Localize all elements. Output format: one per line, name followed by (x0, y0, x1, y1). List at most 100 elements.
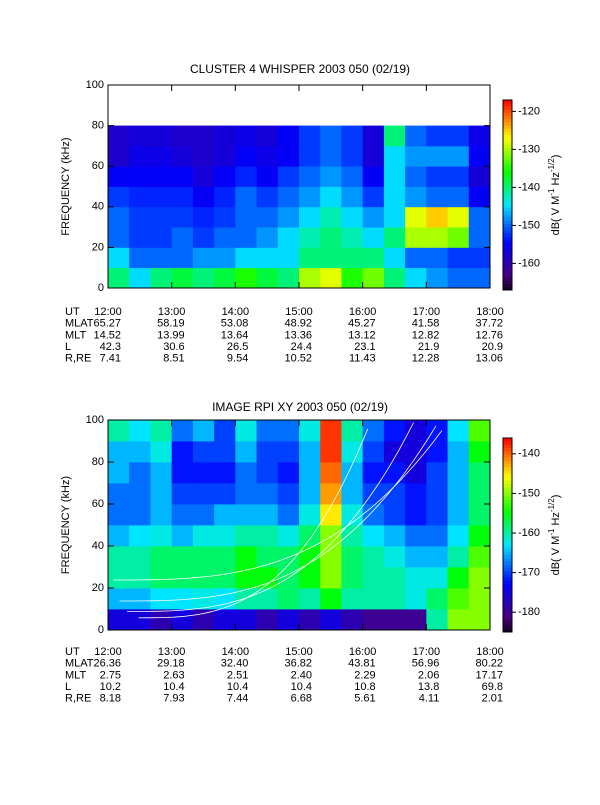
heatmap-cell (235, 166, 257, 187)
colorbar-tick-label: -120 (518, 105, 540, 117)
heatmap-cell (426, 567, 448, 589)
heatmap-cell (129, 420, 151, 442)
colorbar-swatch (503, 512, 512, 516)
heatmap-cell (192, 186, 215, 208)
colorbar-label-part: ) (550, 495, 562, 499)
colorbar-swatch (503, 239, 512, 243)
colorbar-swatch (503, 483, 512, 487)
heatmap-cell (447, 567, 470, 589)
colorbar-swatch (503, 217, 512, 221)
heatmap-cell (171, 441, 194, 463)
heatmap-cell (299, 609, 321, 631)
heatmap-cell (405, 462, 427, 484)
heatmap-cell (383, 525, 406, 547)
ephemeris-value: 10.4 (163, 681, 184, 693)
x-tick-label: 12:00 (94, 306, 122, 318)
heatmap-cell (256, 567, 279, 589)
heatmap-cell (299, 145, 321, 167)
heatmap-cell (468, 462, 491, 484)
ephemeris-value: 20.9 (482, 341, 503, 353)
colorbar-tick-label: -150 (518, 219, 540, 231)
heatmap-cell (468, 441, 491, 463)
heatmap-cell (405, 441, 427, 463)
colorbar-swatch (503, 541, 512, 546)
heatmap-cell (426, 588, 448, 610)
ephemeris-value: 2.51 (227, 669, 248, 681)
ephemeris-value: 2.29 (354, 669, 375, 681)
ephemeris-value: 11.43 (349, 353, 376, 365)
colorbar-swatch (503, 535, 512, 539)
heatmap-cell (256, 125, 279, 147)
ephemeris-label: MLAT (65, 658, 94, 670)
heatmap-cell (214, 420, 236, 442)
heatmap-cell (277, 609, 300, 631)
heatmap-cell (341, 609, 364, 631)
heatmap-cell (214, 546, 236, 568)
heatmap-cell (108, 267, 130, 289)
heatmap-cell (129, 588, 151, 610)
ephemeris-label: MLAT (65, 318, 94, 330)
colorbar-swatch (503, 586, 512, 591)
colorbar-swatch (503, 261, 512, 266)
x-tick-label: 14:00 (222, 306, 250, 318)
heatmap-cell (362, 567, 385, 589)
colorbar-swatch (503, 470, 512, 474)
colorbar-frame (502, 437, 513, 633)
y-tick-label: 100 (86, 79, 104, 91)
heatmap-cell (277, 483, 300, 505)
ephemeris-value: 43.81 (348, 658, 376, 670)
colorbar-swatch (503, 589, 512, 594)
heatmap-cell (129, 166, 151, 187)
colorbar-swatch (503, 128, 512, 133)
heatmap-cell (150, 462, 173, 484)
heatmap-cell (362, 420, 385, 442)
colorbar-swatch (503, 280, 512, 285)
colorbar-swatch (503, 277, 512, 281)
ephemeris-value: 4.11 (419, 693, 440, 705)
colorbar-swatch (503, 286, 512, 291)
heatmap-cell (214, 588, 236, 610)
colorbar-swatch (503, 509, 512, 513)
heatmap-cell (214, 441, 236, 463)
colorbar-swatch (503, 252, 512, 256)
heatmap-cell (362, 483, 385, 505)
heatmap-cell (277, 186, 300, 208)
heatmap-cell (150, 125, 173, 147)
heatmap-cell (256, 588, 279, 610)
heatmap-cell (256, 247, 279, 269)
heatmap-cell (383, 462, 406, 484)
colorbar-swatch (503, 141, 512, 145)
heatmap-cell (362, 462, 385, 484)
heatmap-cell (320, 227, 342, 248)
heatmap-cell (299, 206, 321, 228)
ephemeris-value: 6.68 (291, 693, 312, 705)
heatmap-cell (192, 227, 215, 248)
heatmap-cell (341, 462, 364, 484)
heatmap-cell (299, 567, 321, 589)
heatmap-cell (129, 504, 151, 526)
heatmap-cell (468, 546, 491, 568)
y-axis-label: FREQUENCY (kHz) (60, 137, 72, 235)
heatmap-cell (320, 546, 342, 568)
colorbar-swatch (503, 515, 512, 520)
colorbar-swatch (503, 450, 512, 455)
heatmap-cell (235, 206, 257, 228)
colorbar-swatch (503, 169, 512, 174)
heatmap-cell (235, 504, 257, 526)
heatmap-cell (468, 125, 491, 147)
colorbar-swatch (503, 525, 512, 529)
heatmap-cell (214, 567, 236, 589)
heatmap-cell (405, 420, 427, 442)
heatmap-cell (192, 166, 215, 187)
heatmap-cell (256, 546, 279, 568)
heatmap-cell (214, 186, 236, 208)
heatmap-cell (468, 227, 491, 248)
heatmap-cell (447, 166, 470, 187)
heatmap-cell (341, 588, 364, 610)
ephemeris-value: 2.06 (418, 669, 439, 681)
colorbar-swatch (503, 157, 512, 161)
heatmap-cell (277, 206, 300, 228)
colorbar-swatch (503, 163, 512, 167)
ephemeris-value: 9.54 (227, 353, 248, 365)
heatmap-cell (405, 504, 427, 526)
